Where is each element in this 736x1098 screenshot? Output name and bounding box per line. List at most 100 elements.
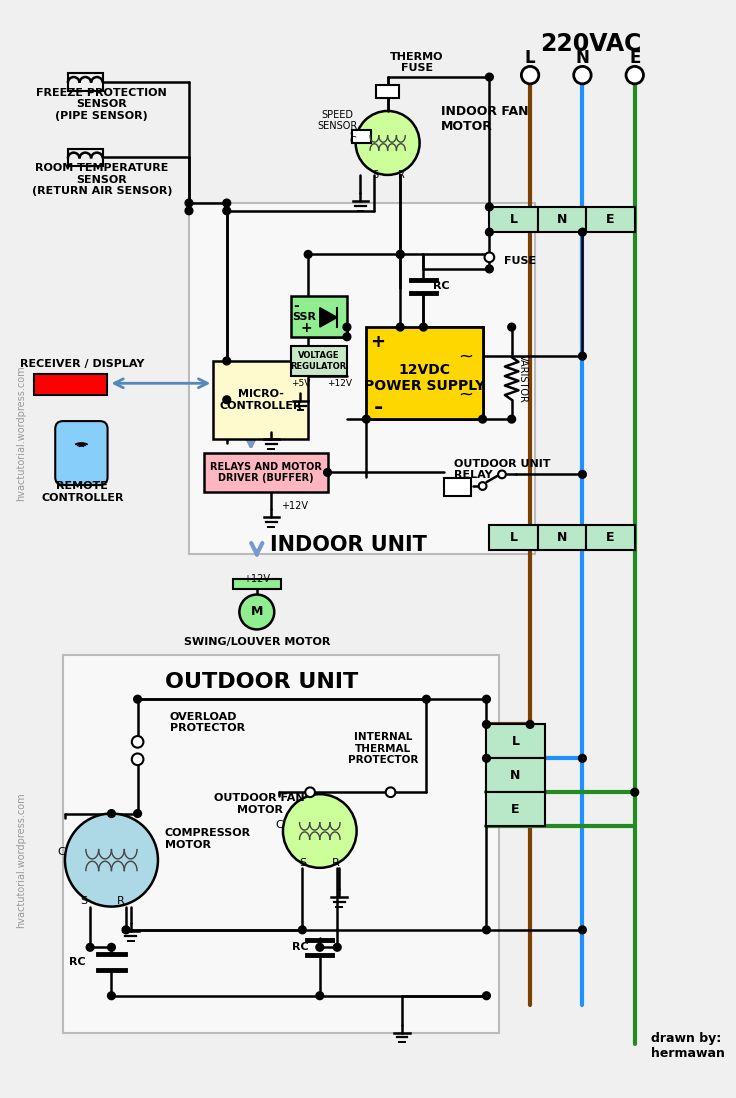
Circle shape [355, 111, 420, 175]
Text: N: N [576, 48, 590, 67]
Circle shape [343, 323, 351, 330]
Text: 12VDC
POWER SUPPLY: 12VDC POWER SUPPLY [364, 362, 485, 393]
Text: L: L [525, 48, 535, 67]
Circle shape [521, 66, 539, 83]
Circle shape [397, 250, 404, 258]
Text: R: R [331, 858, 339, 869]
Circle shape [333, 943, 341, 951]
Text: RELAYS AND MOTOR
DRIVER (BUFFER): RELAYS AND MOTOR DRIVER (BUFFER) [210, 461, 322, 483]
Circle shape [134, 809, 141, 817]
Circle shape [486, 203, 493, 211]
FancyBboxPatch shape [486, 793, 545, 826]
Circle shape [223, 199, 230, 206]
FancyBboxPatch shape [213, 361, 308, 438]
FancyBboxPatch shape [233, 579, 281, 589]
Text: VOLTAGE
REGULATOR: VOLTAGE REGULATOR [291, 351, 347, 371]
FancyBboxPatch shape [587, 206, 634, 232]
Circle shape [578, 471, 587, 479]
Text: E: E [606, 530, 615, 544]
FancyBboxPatch shape [486, 725, 545, 759]
FancyBboxPatch shape [34, 373, 107, 395]
Text: ROOM TEMPERATURE
SENSOR
(RETURN AIR SENSOR): ROOM TEMPERATURE SENSOR (RETURN AIR SENS… [32, 164, 172, 197]
FancyBboxPatch shape [538, 525, 587, 550]
Circle shape [223, 357, 230, 365]
FancyBboxPatch shape [376, 85, 399, 99]
Text: +12V: +12V [244, 574, 270, 584]
Text: ~: ~ [458, 347, 473, 366]
FancyBboxPatch shape [352, 131, 371, 143]
Circle shape [498, 471, 506, 479]
Circle shape [316, 943, 324, 951]
Text: L: L [509, 530, 517, 544]
Circle shape [483, 754, 490, 762]
Text: +12V: +12V [327, 379, 352, 388]
Text: RC: RC [69, 956, 86, 967]
Text: drawn by:
hermawan: drawn by: hermawan [651, 1032, 725, 1061]
Circle shape [486, 265, 493, 272]
Circle shape [107, 943, 116, 951]
Text: hvactutorial.wordpress.com: hvactutorial.wordpress.com [16, 793, 26, 928]
Circle shape [484, 253, 495, 262]
Circle shape [508, 415, 515, 423]
Text: REMOTE
CONTROLLER: REMOTE CONTROLLER [41, 481, 124, 503]
Text: INDOOR UNIT: INDOOR UNIT [270, 535, 428, 556]
Circle shape [631, 788, 639, 796]
FancyBboxPatch shape [291, 296, 347, 337]
Text: SWING/LOUVER MOTOR: SWING/LOUVER MOTOR [183, 637, 330, 647]
Text: S: S [81, 896, 88, 906]
Text: THERMO
FUSE: THERMO FUSE [390, 52, 444, 74]
Text: FUSE: FUSE [504, 256, 536, 266]
FancyBboxPatch shape [189, 203, 535, 553]
Text: 220VAC: 220VAC [540, 32, 642, 56]
Circle shape [185, 206, 193, 215]
Circle shape [122, 926, 130, 933]
FancyBboxPatch shape [486, 759, 545, 793]
Text: M: M [251, 605, 263, 618]
Circle shape [486, 228, 493, 236]
Text: N: N [557, 530, 567, 544]
FancyBboxPatch shape [444, 479, 471, 495]
Text: FREEZE PROTECTION
SENSOR
(PIPE SENSOR): FREEZE PROTECTION SENSOR (PIPE SENSOR) [36, 88, 167, 121]
Text: RECEIVER / DISPLAY: RECEIVER / DISPLAY [20, 359, 144, 369]
Text: INDOOR FAN
MOTOR: INDOOR FAN MOTOR [441, 104, 528, 133]
Text: C: C [57, 848, 65, 858]
Circle shape [578, 754, 587, 762]
Text: C: C [275, 820, 283, 830]
Text: OUTDOOR UNIT: OUTDOOR UNIT [165, 672, 358, 692]
Circle shape [483, 926, 490, 933]
Text: L: L [509, 213, 517, 226]
Circle shape [299, 926, 306, 933]
FancyBboxPatch shape [204, 453, 328, 492]
FancyBboxPatch shape [538, 206, 587, 232]
Circle shape [386, 787, 395, 797]
Circle shape [283, 794, 357, 867]
Circle shape [305, 787, 315, 797]
Circle shape [573, 66, 591, 83]
Text: +5V: +5V [291, 379, 310, 388]
Circle shape [185, 199, 193, 206]
Circle shape [483, 695, 490, 703]
Text: OVERLOAD
PROTECTOR: OVERLOAD PROTECTOR [169, 712, 244, 733]
Text: N: N [557, 213, 567, 226]
Text: OUTDOOR UNIT
RELAY: OUTDOOR UNIT RELAY [453, 459, 550, 480]
Text: -: - [373, 397, 383, 417]
Circle shape [324, 469, 331, 477]
Text: N: N [510, 769, 521, 782]
Circle shape [397, 250, 404, 258]
Text: +: + [300, 321, 312, 335]
Circle shape [626, 66, 643, 83]
Circle shape [107, 809, 116, 817]
Text: SSR: SSR [292, 313, 316, 323]
Circle shape [578, 228, 587, 236]
Text: VARISTOR: VARISTOR [518, 354, 528, 403]
Circle shape [486, 74, 493, 81]
FancyBboxPatch shape [55, 421, 107, 485]
Text: +12V: +12V [281, 502, 308, 512]
Circle shape [134, 695, 141, 703]
Text: MICRO-
CONTROLLER: MICRO- CONTROLLER [219, 389, 302, 411]
Circle shape [362, 415, 370, 423]
Polygon shape [320, 307, 337, 327]
Text: C: C [350, 136, 356, 146]
Text: R: R [397, 170, 405, 180]
Circle shape [478, 482, 486, 490]
